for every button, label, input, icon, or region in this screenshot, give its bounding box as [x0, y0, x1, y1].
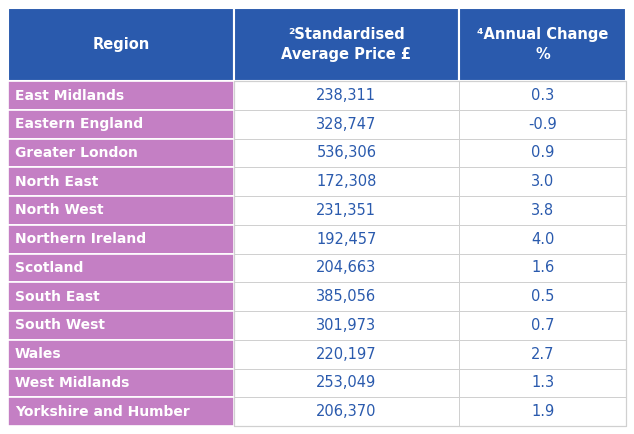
Text: 172,308: 172,308 — [316, 174, 377, 189]
Text: 1.6: 1.6 — [531, 260, 554, 276]
Bar — [233, 253, 459, 282]
Bar — [8, 397, 233, 426]
Bar — [233, 168, 459, 196]
Text: 1.3: 1.3 — [531, 375, 554, 391]
Bar — [459, 81, 626, 110]
Bar — [233, 397, 459, 426]
Bar — [233, 81, 626, 426]
Bar — [8, 368, 233, 397]
Text: ⁴Annual Change
%: ⁴Annual Change % — [477, 27, 608, 62]
Bar — [8, 168, 233, 196]
Text: Yorkshire and Humber: Yorkshire and Humber — [15, 404, 190, 419]
Bar — [8, 225, 233, 253]
Text: 253,049: 253,049 — [316, 375, 377, 391]
Bar — [459, 253, 626, 282]
Bar — [233, 138, 459, 168]
Bar — [8, 196, 233, 225]
Text: 301,973: 301,973 — [316, 318, 377, 333]
Bar — [8, 253, 233, 282]
Text: 231,351: 231,351 — [316, 203, 377, 218]
Text: Scotland: Scotland — [15, 261, 84, 275]
Bar — [8, 282, 233, 311]
Bar — [233, 368, 459, 397]
Text: -0.9: -0.9 — [528, 117, 557, 132]
Text: East Midlands: East Midlands — [15, 89, 124, 102]
Text: Wales: Wales — [15, 347, 61, 361]
Text: 206,370: 206,370 — [316, 404, 377, 419]
Text: ²Standardised
Average Price £: ²Standardised Average Price £ — [281, 27, 411, 62]
Text: West Midlands: West Midlands — [15, 376, 129, 390]
Text: 2.7: 2.7 — [531, 347, 554, 362]
Bar — [459, 138, 626, 168]
Bar — [459, 368, 626, 397]
Text: 0.5: 0.5 — [531, 289, 554, 304]
Bar — [8, 311, 233, 340]
Text: North East: North East — [15, 175, 98, 189]
Bar — [459, 168, 626, 196]
Bar — [459, 397, 626, 426]
Text: 238,311: 238,311 — [316, 88, 377, 103]
Text: South East: South East — [15, 289, 100, 304]
Bar — [8, 138, 233, 168]
Bar — [233, 282, 459, 311]
Text: North West: North West — [15, 204, 103, 217]
Bar — [233, 110, 459, 138]
Bar — [233, 225, 459, 253]
Bar — [233, 340, 459, 368]
Text: 0.9: 0.9 — [531, 145, 554, 161]
Text: Eastern England: Eastern England — [15, 117, 143, 131]
Text: 536,306: 536,306 — [316, 145, 377, 161]
Bar — [8, 110, 233, 138]
Bar — [459, 8, 626, 81]
Bar — [8, 81, 233, 110]
Text: 220,197: 220,197 — [316, 347, 377, 362]
Bar — [233, 311, 459, 340]
Text: 4.0: 4.0 — [531, 232, 554, 247]
Bar — [8, 340, 233, 368]
Bar — [459, 225, 626, 253]
Text: 204,663: 204,663 — [316, 260, 377, 276]
Bar — [8, 8, 233, 81]
Text: 3.8: 3.8 — [531, 203, 554, 218]
Bar — [459, 110, 626, 138]
Text: Greater London: Greater London — [15, 146, 138, 160]
Text: 1.9: 1.9 — [531, 404, 554, 419]
Text: 192,457: 192,457 — [316, 232, 377, 247]
Text: 385,056: 385,056 — [316, 289, 377, 304]
Bar — [233, 8, 459, 81]
Text: 3.0: 3.0 — [531, 174, 554, 189]
Bar — [459, 311, 626, 340]
Bar — [459, 196, 626, 225]
Text: Region: Region — [92, 37, 150, 52]
Bar — [459, 282, 626, 311]
Bar — [233, 196, 459, 225]
Text: Northern Ireland: Northern Ireland — [15, 232, 146, 246]
Text: 0.3: 0.3 — [531, 88, 554, 103]
Bar — [233, 81, 459, 110]
Text: 0.7: 0.7 — [531, 318, 554, 333]
Text: South West: South West — [15, 319, 105, 332]
Text: 328,747: 328,747 — [316, 117, 377, 132]
Bar — [459, 340, 626, 368]
